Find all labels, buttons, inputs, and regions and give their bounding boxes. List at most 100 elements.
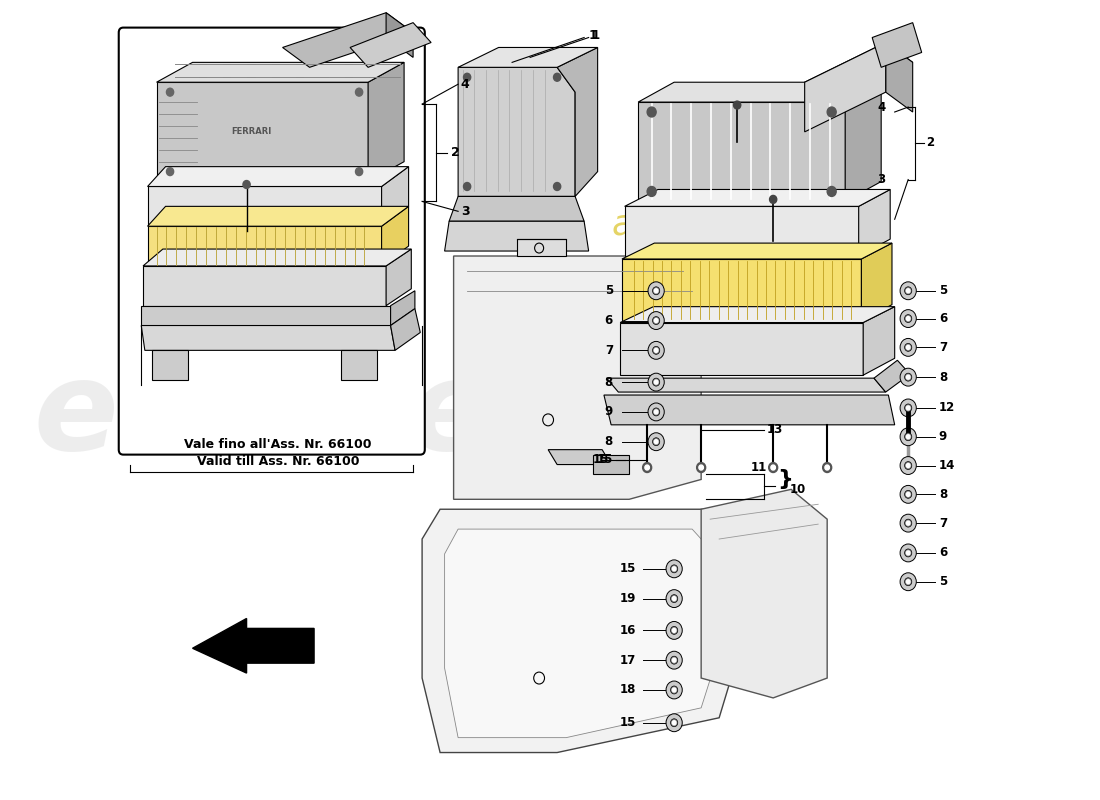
Text: 12: 12 xyxy=(938,402,955,414)
Polygon shape xyxy=(886,42,913,112)
Circle shape xyxy=(904,549,912,557)
Polygon shape xyxy=(444,529,733,738)
Polygon shape xyxy=(147,186,382,226)
Circle shape xyxy=(652,346,660,354)
Text: 9: 9 xyxy=(938,430,947,443)
Polygon shape xyxy=(621,243,892,259)
Circle shape xyxy=(900,486,916,503)
Polygon shape xyxy=(147,226,382,266)
Circle shape xyxy=(904,314,912,322)
Circle shape xyxy=(904,490,912,498)
Polygon shape xyxy=(638,82,881,102)
Circle shape xyxy=(671,626,678,634)
Circle shape xyxy=(652,286,660,294)
Text: 6: 6 xyxy=(938,312,947,325)
Text: 10: 10 xyxy=(790,483,805,496)
Circle shape xyxy=(648,312,664,330)
Circle shape xyxy=(904,519,912,527)
Text: 16: 16 xyxy=(620,624,636,637)
Circle shape xyxy=(671,594,678,602)
Circle shape xyxy=(900,573,916,590)
Text: 1: 1 xyxy=(588,29,597,42)
Circle shape xyxy=(906,289,910,293)
Text: 6: 6 xyxy=(938,546,947,559)
Circle shape xyxy=(900,457,916,474)
Text: 4: 4 xyxy=(461,78,470,90)
Polygon shape xyxy=(152,350,188,380)
Circle shape xyxy=(672,688,675,692)
Circle shape xyxy=(243,181,250,189)
Text: 15: 15 xyxy=(596,453,613,466)
Text: 15: 15 xyxy=(593,453,609,466)
Circle shape xyxy=(900,282,916,300)
Polygon shape xyxy=(458,47,597,67)
Circle shape xyxy=(666,560,682,578)
Text: 9: 9 xyxy=(605,406,613,418)
Polygon shape xyxy=(701,490,827,698)
Text: 7: 7 xyxy=(938,341,947,354)
Circle shape xyxy=(666,590,682,607)
Circle shape xyxy=(906,463,910,467)
Circle shape xyxy=(671,718,678,726)
Circle shape xyxy=(463,74,471,82)
Circle shape xyxy=(652,438,660,446)
Polygon shape xyxy=(156,82,368,182)
Polygon shape xyxy=(557,47,597,197)
Text: 7: 7 xyxy=(938,517,947,530)
Polygon shape xyxy=(548,450,612,465)
Circle shape xyxy=(825,465,829,470)
Polygon shape xyxy=(422,510,756,753)
Text: 2: 2 xyxy=(926,136,934,150)
Polygon shape xyxy=(141,306,390,326)
Polygon shape xyxy=(805,42,886,132)
Text: 8: 8 xyxy=(938,488,947,501)
Circle shape xyxy=(904,578,912,586)
Polygon shape xyxy=(143,266,386,306)
Polygon shape xyxy=(845,82,881,202)
Polygon shape xyxy=(604,395,894,425)
Circle shape xyxy=(648,433,664,450)
Text: }: } xyxy=(778,470,793,490)
Circle shape xyxy=(672,658,675,662)
Polygon shape xyxy=(350,22,431,67)
Polygon shape xyxy=(458,67,575,197)
Circle shape xyxy=(672,567,675,571)
Circle shape xyxy=(666,714,682,732)
Polygon shape xyxy=(449,197,584,222)
Text: Valid till Ass. Nr. 66100: Valid till Ass. Nr. 66100 xyxy=(197,455,360,468)
Circle shape xyxy=(904,433,912,441)
Text: FERRARI: FERRARI xyxy=(231,127,272,136)
Circle shape xyxy=(645,465,649,470)
Circle shape xyxy=(900,544,916,562)
Circle shape xyxy=(900,399,916,417)
Circle shape xyxy=(904,286,912,294)
Circle shape xyxy=(166,168,174,175)
Polygon shape xyxy=(874,360,910,392)
Circle shape xyxy=(906,521,910,525)
Polygon shape xyxy=(625,190,890,206)
Circle shape xyxy=(672,597,675,601)
Circle shape xyxy=(463,182,471,190)
Circle shape xyxy=(900,338,916,356)
Polygon shape xyxy=(141,326,395,350)
Text: 14: 14 xyxy=(938,459,955,472)
Polygon shape xyxy=(341,350,377,380)
Circle shape xyxy=(666,622,682,639)
Circle shape xyxy=(647,107,656,117)
Circle shape xyxy=(906,551,910,555)
Circle shape xyxy=(654,440,658,444)
Circle shape xyxy=(734,101,740,109)
Circle shape xyxy=(696,462,706,473)
Text: 15: 15 xyxy=(620,562,636,575)
Circle shape xyxy=(770,195,777,203)
Text: 3: 3 xyxy=(461,205,470,218)
Text: 13: 13 xyxy=(767,423,783,436)
Polygon shape xyxy=(517,239,566,256)
Circle shape xyxy=(648,403,664,421)
Circle shape xyxy=(904,373,912,381)
Circle shape xyxy=(823,462,832,473)
Text: 3: 3 xyxy=(878,173,886,186)
Text: 7: 7 xyxy=(605,344,613,357)
Polygon shape xyxy=(621,259,861,321)
Circle shape xyxy=(906,580,910,584)
